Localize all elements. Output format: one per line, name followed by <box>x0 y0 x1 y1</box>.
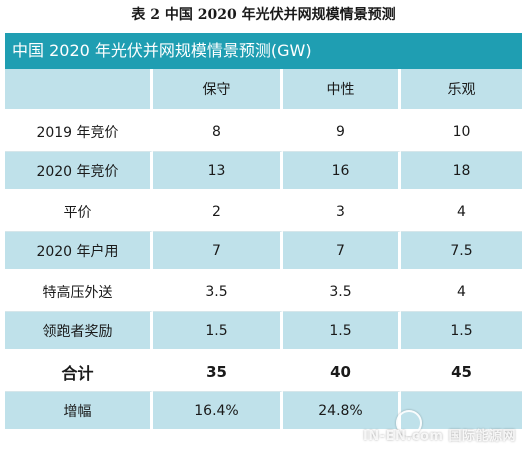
cell-value: 7 <box>283 232 401 272</box>
table-row: 2020 年户用 7 7 7.5 <box>5 232 522 272</box>
cell-value: 1.5 <box>283 312 401 352</box>
table-row: 2020 年竞价 13 16 18 <box>5 152 522 192</box>
header-cell-neutral: 中性 <box>283 69 401 112</box>
cell-value: 16.4% <box>153 392 283 432</box>
table-title: 中国 2020 年光伏并网规模情景预测(GW) <box>5 33 522 69</box>
cell-value: 9 <box>283 112 401 152</box>
table-row: 领跑者奖励 1.5 1.5 1.5 <box>5 312 522 352</box>
watermark-logo-icon <box>396 410 422 436</box>
cell-value: 3 <box>283 192 401 232</box>
watermark-text: IN-EN.com 国际能源网 <box>362 429 516 444</box>
cell-value: 3.5 <box>283 272 401 312</box>
cell-value: 16 <box>283 152 401 192</box>
cell-value: 8 <box>153 112 283 152</box>
table-row: 特高压外送 3.5 3.5 4 <box>5 272 522 312</box>
table-row: 2019 年竞价 8 9 10 <box>5 112 522 152</box>
cell-value: 7.5 <box>401 232 522 272</box>
table-caption: 表 2 中国 2020 年光伏并网规模情景预测 <box>131 7 396 23</box>
header-row: 保守 中性 乐观 <box>5 69 522 112</box>
header-cell-conservative: 保守 <box>153 69 283 112</box>
cell-value: 35 <box>153 352 283 392</box>
row-label: 平价 <box>5 192 153 232</box>
row-label: 特高压外送 <box>5 272 153 312</box>
forecast-table: 中国 2020 年光伏并网规模情景预测(GW) 保守 中性 乐观 2019 年竞… <box>5 33 522 450</box>
cell-value: 7 <box>153 232 283 272</box>
cell-value: 2 <box>153 192 283 232</box>
cell-value: 4 <box>401 272 522 312</box>
cell-value: 24.8% <box>283 392 401 432</box>
table-row: 平价 2 3 4 <box>5 192 522 232</box>
cell-value: 1.5 <box>153 312 283 352</box>
cell-value: 40 <box>283 352 401 392</box>
cell-value: 10 <box>401 112 522 152</box>
cell-value: 4 <box>401 192 522 232</box>
total-row: 合计 35 40 45 <box>5 352 522 392</box>
row-label: 合计 <box>5 352 153 392</box>
header-cell-empty <box>5 69 153 112</box>
cell-value: 13 <box>153 152 283 192</box>
cell-value: 3.5 <box>153 272 283 312</box>
header-cell-optimistic: 乐观 <box>401 69 522 112</box>
row-label: 2020 年户用 <box>5 232 153 272</box>
cell-value: 18 <box>401 152 522 192</box>
cell-value: 45 <box>401 352 522 392</box>
growth-row: 增幅 16.4% 24.8% <box>5 392 522 432</box>
data-table: 保守 中性 乐观 2019 年竞价 8 9 10 2020 年竞价 13 16 … <box>5 69 522 432</box>
cell-value: 1.5 <box>401 312 522 352</box>
row-label: 2019 年竞价 <box>5 112 153 152</box>
row-label: 增幅 <box>5 392 153 432</box>
row-label: 领跑者奖励 <box>5 312 153 352</box>
row-label: 2020 年竞价 <box>5 152 153 192</box>
